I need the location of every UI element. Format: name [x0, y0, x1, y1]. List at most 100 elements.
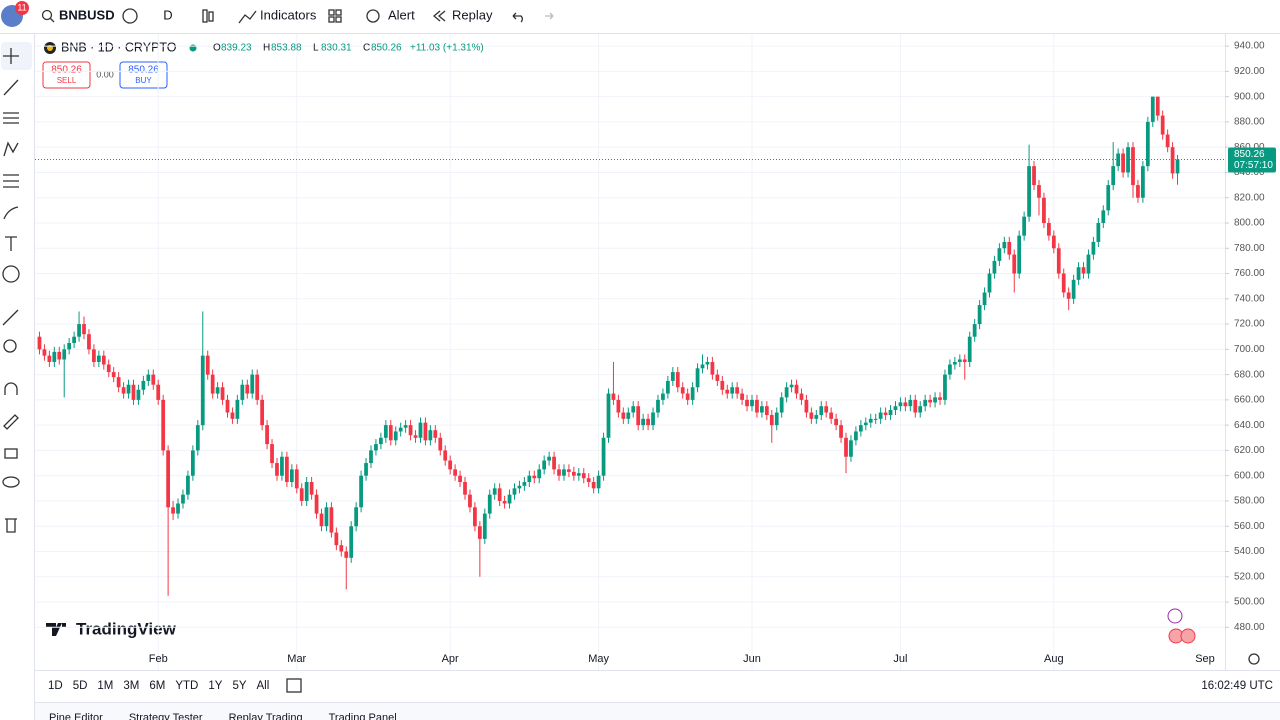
- panel-tab[interactable]: Pine Editor: [49, 712, 103, 720]
- candle-body: [230, 412, 235, 419]
- candle-body: [764, 406, 769, 416]
- buy-label: BUY: [135, 76, 152, 85]
- candle-body: [774, 412, 779, 426]
- candle-body: [62, 349, 67, 360]
- candle-body: [77, 324, 81, 337]
- indicators-button[interactable]: Indicators: [260, 7, 317, 22]
- range-button[interactable]: 6M: [149, 680, 165, 692]
- candle-body: [854, 431, 858, 441]
- hide-tool[interactable]: [2, 476, 20, 488]
- watermark-logo: [46, 623, 66, 636]
- emoji-tool[interactable]: [2, 265, 20, 283]
- candle-body: [92, 349, 96, 362]
- delete-tool[interactable]: [5, 518, 17, 533]
- candle-body: [537, 469, 542, 479]
- candle-body: [344, 551, 349, 558]
- candle-body: [482, 513, 487, 539]
- candle-body: [423, 422, 428, 441]
- fib-tool[interactable]: [3, 112, 19, 124]
- candle-body: [784, 387, 789, 398]
- candle-body: [166, 450, 171, 508]
- events-icon[interactable]: [1180, 628, 1196, 644]
- goto-date[interactable]: [286, 678, 302, 693]
- redo[interactable]: [545, 12, 554, 20]
- ohlc-value: 850.26: [371, 43, 402, 54]
- undo[interactable]: [512, 12, 523, 23]
- candle-body: [814, 415, 819, 419]
- range-button[interactable]: 3M: [123, 680, 139, 692]
- candle-body: [289, 469, 294, 483]
- candle-body: [47, 355, 52, 362]
- layouts-icon[interactable]: [328, 9, 335, 16]
- x-tick-label: Apr: [442, 653, 459, 665]
- candle-body: [522, 482, 527, 486]
- x-tick-label: Sep: [1195, 653, 1215, 665]
- candle-body: [997, 248, 1002, 261]
- candle-body: [616, 399, 621, 413]
- candle-body: [141, 380, 146, 390]
- crosshair-tool[interactable]: [3, 48, 19, 64]
- candle-body: [205, 355, 210, 375]
- panel-tab[interactable]: Strategy Tester: [129, 712, 203, 720]
- add-symbol[interactable]: [122, 8, 138, 24]
- candle-body: [809, 412, 814, 419]
- candle-body: [220, 387, 225, 400]
- lock-draw-tool[interactable]: [3, 414, 19, 430]
- candle-body: [957, 359, 962, 362]
- candle-body: [492, 488, 497, 495]
- range-button[interactable]: YTD: [175, 680, 198, 692]
- chart-type-icon[interactable]: [202, 9, 208, 23]
- candle-body: [52, 351, 57, 362]
- panel-tab[interactable]: Trading Panel: [329, 712, 397, 720]
- trend-line-tool[interactable]: [3, 79, 19, 96]
- candle-body: [190, 450, 195, 476]
- replay-icon: [437, 10, 446, 22]
- y-tick-label: 700.00: [1234, 344, 1265, 355]
- candle-body: [96, 355, 101, 362]
- candle-body: [374, 444, 378, 451]
- x-tick-label: May: [588, 653, 609, 665]
- forecast-tool[interactable]: [3, 174, 19, 188]
- sell-button[interactable]: [42, 61, 91, 89]
- last-price-tag: [1228, 147, 1276, 173]
- candle-body: [200, 355, 205, 426]
- buy-button[interactable]: [119, 61, 168, 89]
- candle-body: [903, 402, 908, 407]
- candle-body: [982, 292, 987, 306]
- symbol[interactable]: BNBUSD: [59, 7, 115, 22]
- y-tick-label: 800.00: [1234, 218, 1265, 229]
- range-button[interactable]: 5Y: [232, 680, 246, 692]
- candle-body: [517, 485, 522, 489]
- ruler-tool[interactable]: [2, 309, 19, 326]
- range-button[interactable]: 1D: [48, 680, 63, 692]
- candle-body: [690, 387, 695, 400]
- replay-button[interactable]: Replay: [452, 7, 493, 22]
- alert-button[interactable]: Alert: [388, 7, 415, 22]
- magnet-tool[interactable]: [4, 382, 18, 395]
- candle-body: [1131, 147, 1135, 186]
- candle-body: [1007, 241, 1012, 255]
- candle-body: [641, 418, 646, 426]
- zoom-tool[interactable]: [3, 339, 17, 353]
- range-button[interactable]: All: [257, 680, 270, 692]
- y-tick-label: 500.00: [1234, 597, 1265, 608]
- range-button[interactable]: 1M: [97, 680, 113, 692]
- lock-tool[interactable]: [4, 448, 18, 459]
- candle-body: [319, 513, 324, 527]
- settings-icon[interactable]: [1248, 653, 1260, 665]
- events-icon[interactable]: [1167, 608, 1183, 624]
- candle-body: [1111, 166, 1116, 186]
- pattern-tool[interactable]: [3, 141, 19, 157]
- range-button[interactable]: 5D: [73, 680, 88, 692]
- interval[interactable]: D: [163, 7, 172, 22]
- candle-body: [868, 418, 873, 423]
- candle-body: [240, 384, 245, 400]
- panel-tab[interactable]: Replay Trading: [229, 712, 303, 720]
- text-tool[interactable]: [5, 236, 17, 251]
- chart-type-icon: [208, 11, 214, 22]
- brush-tool[interactable]: [3, 206, 19, 220]
- candle-body: [992, 260, 997, 274]
- candle-body: [581, 473, 586, 479]
- range-button[interactable]: 1Y: [208, 680, 222, 692]
- candle-body: [1141, 166, 1145, 198]
